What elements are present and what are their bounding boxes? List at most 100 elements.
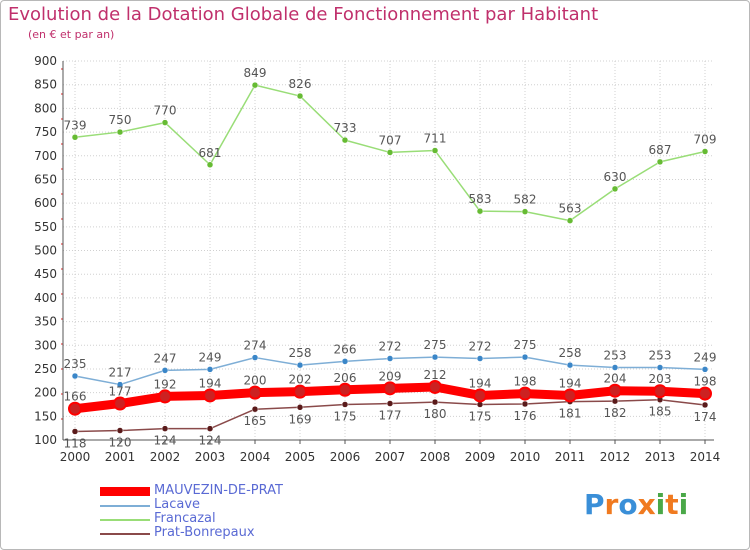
data-label-mauvezin-de-prat: 209 (379, 369, 402, 383)
y-tick-label: 600 (34, 196, 57, 210)
data-label-mauvezin-de-prat: 212 (424, 368, 447, 382)
data-point-francazal (161, 119, 169, 126)
data-point-lacave (71, 372, 79, 380)
data-point-francazal (296, 92, 304, 100)
data-point-francazal (521, 208, 529, 215)
data-point-francazal (71, 134, 79, 141)
data-point-lacave (521, 353, 529, 361)
x-tick-label: 2011 (555, 450, 586, 464)
data-label-lacave: 275 (424, 338, 447, 352)
data-point-mauvezin-de-prat (383, 381, 397, 396)
data-label-lacave: 272 (379, 340, 402, 354)
data-point-lacave (251, 354, 259, 361)
data-point-francazal (206, 161, 214, 169)
line-chart: 100 150 200 250 300 350 400 450 500 550 600 650 700 7… (34, 54, 720, 464)
data-label-mauvezin-de-prat: 192 (154, 377, 177, 391)
data-label-lacave: 253 (604, 349, 627, 363)
data-label-mauvezin-de-prat: 198 (514, 375, 537, 389)
y-tick-label: 400 (34, 291, 57, 305)
y-tick-label: 750 (34, 125, 57, 139)
x-tick-label: 2003 (195, 450, 226, 464)
data-label-prat-bonrepaux: 175 (469, 409, 492, 423)
data-point-lacave (701, 366, 709, 373)
data-point-francazal (251, 81, 259, 89)
data-point-prat-bonrepaux (116, 427, 124, 434)
x-tick-label: 2002 (150, 450, 181, 464)
data-label-mauvezin-de-prat: 194 (469, 376, 492, 390)
data-point-francazal (116, 128, 124, 136)
data-label-lacave: 266 (334, 342, 357, 356)
y-tick-label: 200 (34, 386, 57, 400)
data-label-prat-bonrepaux: 169 (289, 412, 312, 426)
data-point-mauvezin-de-prat (248, 385, 262, 400)
logo-letter: i (678, 488, 689, 521)
data-label-mauvezin-de-prat: 203 (649, 372, 672, 386)
x-tick-label: 2012 (600, 450, 631, 464)
y-tick-label: 650 (34, 172, 57, 186)
logo-letter: x (637, 488, 656, 521)
proxiti-logo: Proxiti (584, 488, 688, 521)
data-label-prat-bonrepaux: 180 (424, 407, 447, 421)
data-point-mauvezin-de-prat (113, 396, 127, 411)
data-label-francazal: 681 (199, 146, 222, 160)
data-point-lacave (116, 381, 124, 388)
data-label-francazal: 563 (559, 202, 582, 216)
y-tick-label: 850 (34, 78, 57, 92)
logo-letter: t (665, 488, 679, 521)
data-point-prat-bonrepaux (341, 401, 349, 408)
data-point-lacave (431, 353, 439, 361)
y-tick-label: 250 (34, 362, 57, 376)
data-label-lacave: 217 (109, 366, 132, 380)
data-point-prat-bonrepaux (521, 400, 529, 408)
x-tick-label: 2006 (330, 450, 361, 464)
data-label-francazal: 630 (604, 170, 627, 184)
data-point-lacave (386, 355, 394, 362)
data-point-francazal (611, 185, 619, 193)
data-label-lacave: 274 (244, 339, 267, 353)
data-label-mauvezin-de-prat: 202 (289, 373, 312, 387)
x-tick-label: 2013 (645, 450, 676, 464)
data-point-lacave (296, 361, 304, 369)
y-tick-label: 100 (34, 433, 57, 447)
data-point-prat-bonrepaux (611, 397, 619, 405)
data-label-lacave: 249 (199, 350, 222, 364)
data-label-prat-bonrepaux: 181 (559, 407, 582, 421)
data-label-mauvezin-de-prat: 194 (559, 376, 582, 390)
data-label-francazal: 582 (514, 193, 537, 207)
data-point-lacave (656, 364, 664, 371)
data-label-prat-bonrepaux: 118 (64, 436, 87, 450)
x-tick-label: 2001 (105, 450, 136, 464)
data-label-mauvezin-de-prat: 204 (604, 372, 627, 386)
data-label-lacave: 235 (64, 357, 87, 371)
data-label-francazal: 750 (109, 113, 132, 127)
data-label-prat-bonrepaux: 182 (604, 406, 627, 420)
data-label-lacave: 253 (649, 349, 672, 363)
data-label-lacave: 272 (469, 340, 492, 354)
data-point-lacave (566, 361, 574, 369)
data-point-prat-bonrepaux (206, 425, 214, 432)
data-point-prat-bonrepaux (251, 405, 259, 413)
data-label-francazal: 826 (289, 77, 312, 91)
data-label-lacave: 249 (694, 350, 717, 364)
data-point-mauvezin-de-prat (293, 384, 307, 399)
legend-swatch-mauvezin (100, 487, 150, 496)
legend-label-lacave: Lacave (154, 497, 201, 512)
legend-swatch-lacave (100, 505, 150, 507)
x-tick-label: 2010 (510, 450, 541, 464)
data-point-francazal (386, 149, 394, 156)
legend-swatch-prat-bonrepaux (100, 533, 150, 535)
data-label-francazal: 687 (649, 143, 672, 157)
legend-label-francazal: Francazal (154, 511, 216, 526)
data-label-francazal: 707 (379, 133, 402, 147)
y-tick-label: 900 (34, 54, 57, 68)
data-label-mauvezin-de-prat: 200 (244, 374, 267, 388)
x-tick-label: 2004 (240, 450, 271, 464)
data-point-prat-bonrepaux (161, 425, 169, 432)
data-label-mauvezin-de-prat: 166 (64, 390, 87, 404)
data-label-prat-bonrepaux: 124 (154, 434, 177, 448)
data-point-mauvezin-de-prat (653, 384, 667, 399)
data-label-lacave: 258 (559, 346, 582, 360)
data-point-mauvezin-de-prat (68, 401, 82, 416)
data-point-mauvezin-de-prat (698, 386, 712, 401)
x-tick-label: 2008 (420, 450, 451, 464)
